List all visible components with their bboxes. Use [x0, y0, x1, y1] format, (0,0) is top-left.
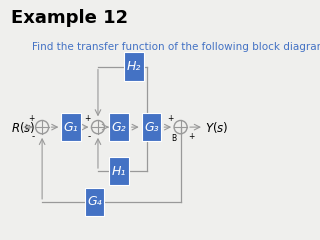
Bar: [142, 113, 161, 141]
Text: A: A: [144, 113, 149, 122]
Text: +: +: [188, 132, 194, 141]
Bar: [109, 113, 129, 141]
Text: B: B: [171, 134, 176, 144]
Text: +: +: [167, 114, 173, 123]
Text: G₄: G₄: [87, 195, 102, 208]
Text: H₁: H₁: [112, 164, 126, 178]
Text: G₃: G₃: [144, 121, 159, 134]
Text: G₂: G₂: [112, 121, 126, 134]
Text: $R(s)$: $R(s)$: [11, 120, 35, 135]
Text: H₂: H₂: [127, 60, 141, 73]
Text: +: +: [84, 114, 91, 123]
Text: +: +: [28, 114, 35, 123]
Text: -: -: [87, 132, 91, 141]
Bar: [109, 157, 129, 185]
Bar: [124, 52, 144, 81]
Bar: [84, 188, 104, 216]
Bar: [61, 113, 81, 141]
Text: Find the transfer function of the following block diagrams: Find the transfer function of the follow…: [32, 42, 320, 52]
Text: G₁: G₁: [64, 121, 78, 134]
Text: -: -: [32, 132, 35, 141]
Text: $Y(s)$: $Y(s)$: [205, 120, 228, 135]
Text: Example 12: Example 12: [11, 8, 128, 26]
